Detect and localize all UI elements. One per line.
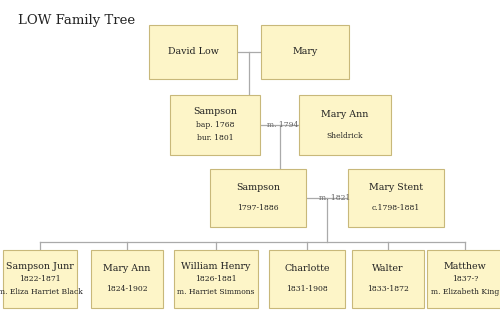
- Text: Matthew: Matthew: [444, 262, 486, 271]
- Text: Mary Ann: Mary Ann: [104, 264, 150, 273]
- Text: 1837-?: 1837-?: [452, 275, 478, 283]
- FancyBboxPatch shape: [170, 95, 260, 155]
- FancyBboxPatch shape: [261, 25, 349, 79]
- FancyBboxPatch shape: [348, 169, 444, 227]
- Text: Mary Ann: Mary Ann: [322, 110, 368, 119]
- Text: 1831-1908: 1831-1908: [286, 285, 328, 293]
- Text: Sheldrick: Sheldrick: [327, 132, 363, 140]
- Text: m. 1821: m. 1821: [320, 194, 350, 202]
- FancyBboxPatch shape: [3, 250, 77, 308]
- Text: Sampson: Sampson: [193, 107, 237, 116]
- Text: m. Harriet Simmons: m. Harriet Simmons: [177, 288, 255, 296]
- Text: 1833-1872: 1833-1872: [367, 285, 409, 293]
- FancyBboxPatch shape: [299, 95, 391, 155]
- Text: Walter: Walter: [372, 264, 404, 273]
- Text: Mary Stent: Mary Stent: [369, 183, 423, 192]
- Text: 1826-1881: 1826-1881: [195, 275, 237, 283]
- Text: 1822-1871: 1822-1871: [19, 275, 61, 283]
- Text: m. 1794: m. 1794: [268, 121, 298, 129]
- Text: m. Elizabeth King: m. Elizabeth King: [431, 288, 499, 296]
- Text: bur. 1801: bur. 1801: [196, 134, 234, 142]
- Text: David Low: David Low: [168, 47, 218, 57]
- Text: 1824-1902: 1824-1902: [106, 285, 148, 293]
- Text: 1797-1886: 1797-1886: [237, 204, 279, 212]
- FancyBboxPatch shape: [210, 169, 306, 227]
- Text: William Henry: William Henry: [182, 262, 250, 271]
- FancyBboxPatch shape: [91, 250, 163, 308]
- Text: LOW Family Tree: LOW Family Tree: [18, 14, 135, 27]
- Text: Sampson Junr: Sampson Junr: [6, 262, 74, 271]
- Text: m. Eliza Harriet Black: m. Eliza Harriet Black: [0, 288, 82, 296]
- FancyBboxPatch shape: [174, 250, 258, 308]
- Text: bap. 1768: bap. 1768: [196, 121, 234, 129]
- Text: Sampson: Sampson: [236, 183, 280, 192]
- FancyBboxPatch shape: [352, 250, 424, 308]
- Text: Mary: Mary: [292, 47, 318, 57]
- FancyBboxPatch shape: [269, 250, 345, 308]
- FancyBboxPatch shape: [427, 250, 500, 308]
- FancyBboxPatch shape: [149, 25, 237, 79]
- Text: Charlotte: Charlotte: [284, 264, 330, 273]
- Text: c.1798-1881: c.1798-1881: [372, 204, 420, 212]
